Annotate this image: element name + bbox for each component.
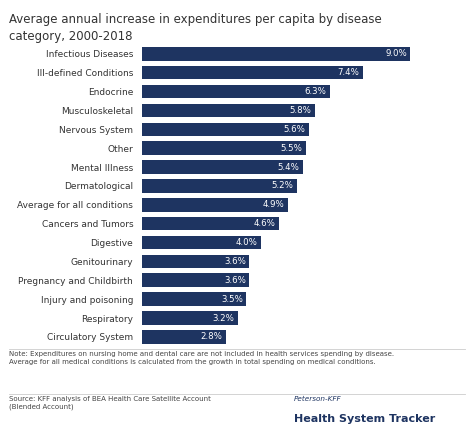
Bar [142,198,288,212]
Bar [142,160,303,174]
Bar [142,179,297,193]
Text: Health System Tracker: Health System Tracker [294,414,435,424]
Text: 5.4%: 5.4% [278,163,300,171]
Bar [142,85,330,99]
Bar [142,217,279,230]
Bar [142,311,237,325]
Text: Source: KFF analysis of BEA Health Care Satellite Account
(Blended Account): Source: KFF analysis of BEA Health Care … [9,396,211,410]
Bar [142,141,306,155]
Bar [142,103,315,117]
Text: Note: Expenditures on nursing home and dental care are not included in health se: Note: Expenditures on nursing home and d… [9,351,394,365]
Text: 5.8%: 5.8% [290,106,311,115]
Text: 9.0%: 9.0% [385,49,407,58]
Text: 5.5%: 5.5% [281,144,302,153]
Text: Peterson-KFF: Peterson-KFF [294,396,341,402]
Bar [142,330,226,344]
Text: Average annual increase in expenditures per capita by disease
category, 2000-201: Average annual increase in expenditures … [9,13,382,44]
Text: 5.6%: 5.6% [283,125,305,134]
Bar [142,292,246,306]
Bar [142,66,363,79]
Text: 4.0%: 4.0% [236,238,258,247]
Text: 5.2%: 5.2% [272,182,293,190]
Text: 4.9%: 4.9% [263,200,284,209]
Text: 2.8%: 2.8% [200,333,222,341]
Text: 3.6%: 3.6% [224,276,246,285]
Bar [142,123,309,136]
Text: 4.6%: 4.6% [254,219,276,228]
Bar [142,236,261,250]
Text: 3.6%: 3.6% [224,257,246,266]
Text: 3.2%: 3.2% [212,313,234,322]
Bar [142,47,410,61]
Bar [142,254,249,268]
Bar [142,274,249,287]
Text: 7.4%: 7.4% [337,68,359,77]
Text: 3.5%: 3.5% [221,295,243,304]
Text: 6.3%: 6.3% [304,87,326,96]
